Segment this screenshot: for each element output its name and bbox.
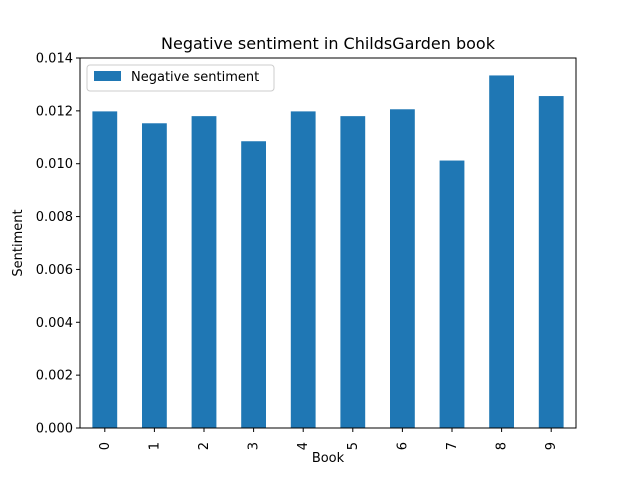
y-tick-label: 0.010	[36, 157, 73, 172]
x-tick-label: 0	[98, 442, 113, 450]
x-axis-title: Book	[312, 451, 345, 466]
y-tick-label: 0.014	[36, 52, 73, 67]
bar-7	[439, 160, 465, 429]
y-tick-label: 0.002	[36, 369, 73, 384]
x-tick-label: 9	[544, 442, 559, 450]
x-tick-label: 4	[296, 442, 311, 450]
x-tick-label: 8	[495, 442, 510, 450]
x-tick-label: 2	[197, 442, 212, 450]
legend: Negative sentiment	[86, 64, 275, 92]
y-axis: 0.000 0.002 0.004 0.006 0.008 0.010 0.012 0.014	[36, 52, 80, 437]
bar-5	[340, 116, 366, 429]
y-tick-label: 0.006	[36, 263, 73, 278]
x-tick-label: 7	[445, 442, 460, 450]
x-tick-label: 1	[147, 442, 162, 450]
bars-group	[92, 75, 564, 429]
y-tick-label: 0.008	[36, 210, 73, 225]
chart-title: Negative sentiment in ChildsGarden book	[161, 34, 496, 53]
legend-label: Negative sentiment	[131, 70, 259, 85]
bar-8	[489, 75, 514, 428]
y-tick-label: 0.004	[36, 316, 73, 331]
bar-3	[241, 141, 266, 428]
legend-swatch	[94, 71, 121, 81]
bar-9	[538, 96, 564, 429]
y-tick-label: 0.000	[36, 422, 73, 437]
y-tick-label: 0.012	[36, 104, 73, 119]
x-tick-label: 6	[395, 442, 410, 450]
x-axis: 0 1 2 3 4 5 6 7 8 9	[98, 428, 559, 450]
plot-frame	[79, 57, 577, 429]
x-tick-label: 3	[247, 442, 262, 450]
y-axis-title: Sentiment	[11, 209, 26, 276]
x-tick-label: 5	[346, 442, 361, 450]
bar-1	[142, 123, 167, 429]
bar-6	[390, 109, 415, 429]
legend-box	[86, 64, 275, 92]
bar-2	[191, 116, 217, 429]
bar-0	[92, 111, 118, 428]
bar-4	[290, 111, 316, 428]
